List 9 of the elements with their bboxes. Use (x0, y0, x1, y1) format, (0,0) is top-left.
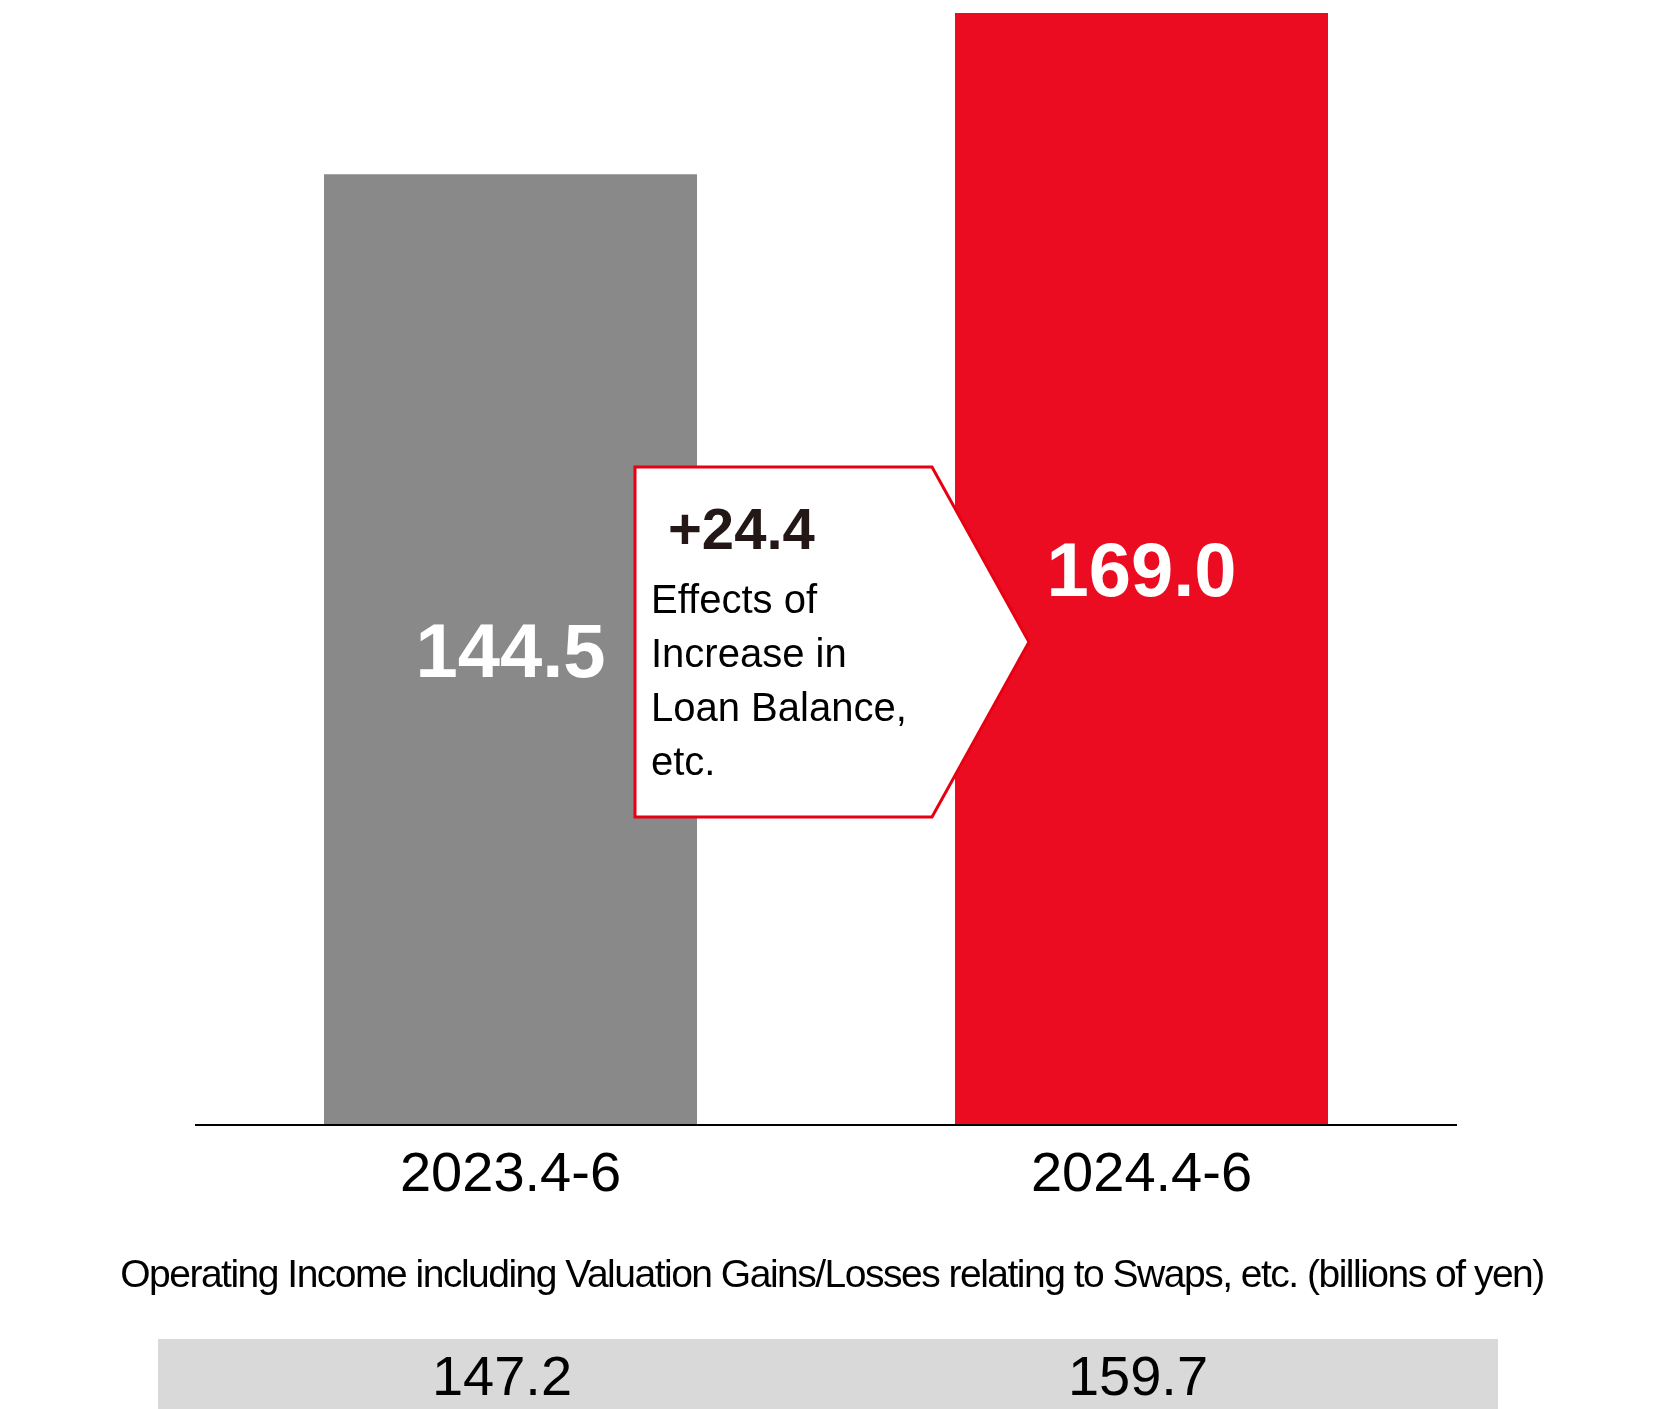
annotation: Effects of Increase in Loan Balance, etc. (651, 576, 908, 785)
data-label: 144.5 (415, 607, 606, 693)
annotation: +24.4 (668, 496, 815, 561)
data-label: 169.0 (1046, 526, 1237, 612)
text: Operating Income including Valuation Gains/Losses relating to Swaps, etc. (billions of yen) (119, 1252, 1545, 1296)
x-tick-label: 2023.4-6 (399, 1139, 622, 1203)
text: 147.2 (430, 1344, 574, 1407)
x-tick-label: 2024.4-6 (1030, 1139, 1253, 1203)
text: 159.7 (1066, 1344, 1210, 1407)
